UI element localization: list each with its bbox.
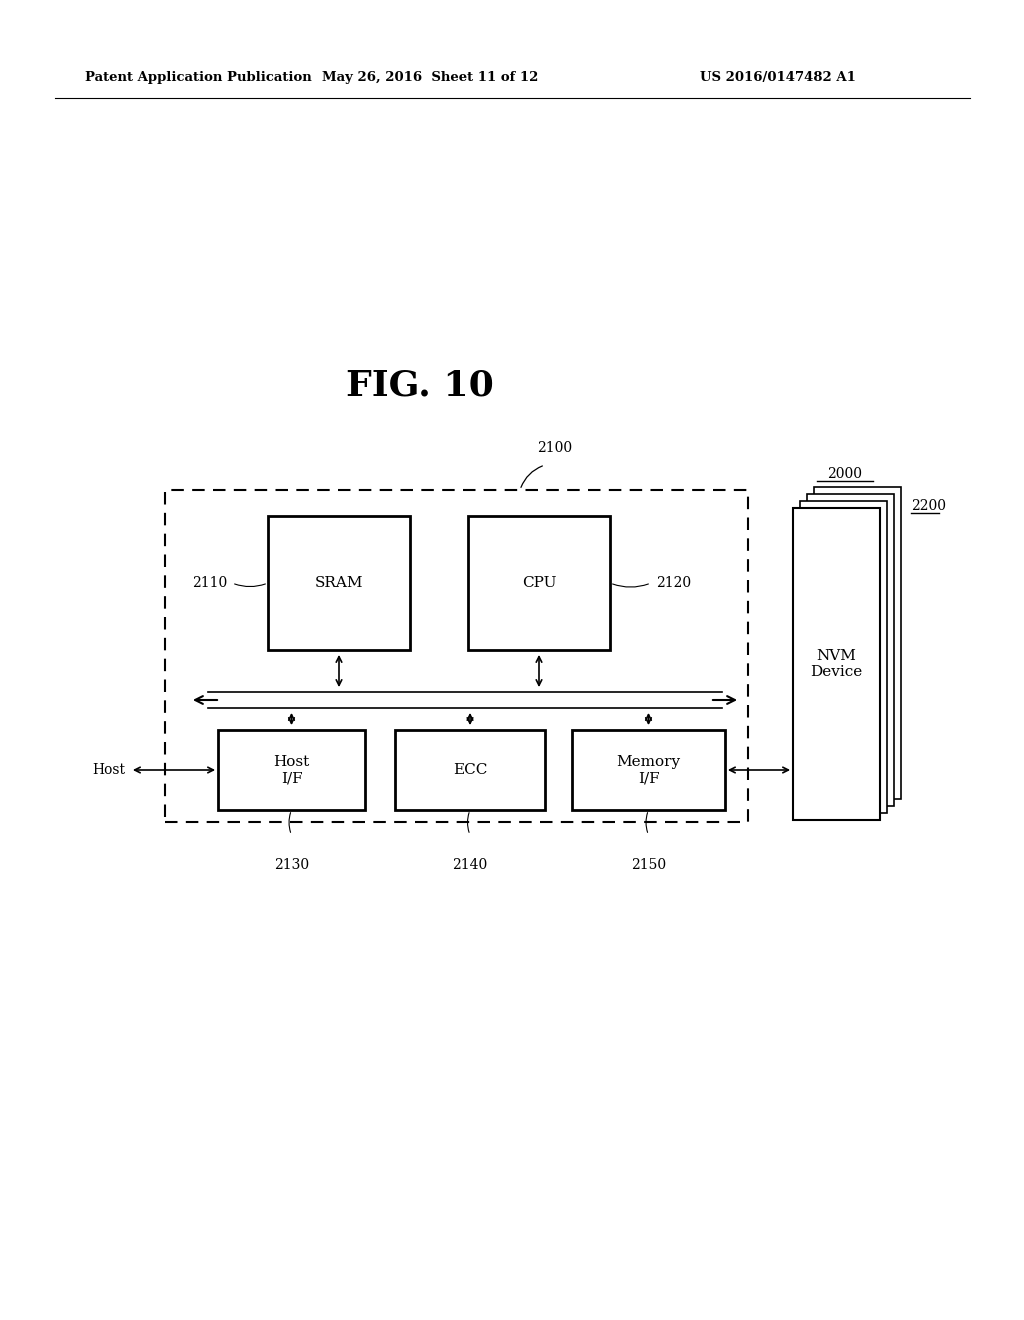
Bar	[218, 730, 365, 810]
Text: Host
I/F: Host I/F	[273, 755, 309, 785]
Bar	[395, 730, 545, 810]
Text: 2130: 2130	[274, 858, 309, 873]
Text: 2100: 2100	[538, 441, 572, 455]
Bar	[814, 487, 901, 799]
Text: NVM
Device: NVM Device	[810, 649, 862, 678]
Text: 2150: 2150	[631, 858, 666, 873]
Text: ECC: ECC	[453, 763, 487, 777]
Text: 2000: 2000	[827, 467, 862, 480]
Text: FIG. 10: FIG. 10	[346, 368, 494, 403]
Bar	[800, 502, 887, 813]
Bar	[165, 490, 748, 822]
Text: Memory
I/F: Memory I/F	[616, 755, 681, 785]
Bar	[268, 516, 410, 649]
Text: 2110: 2110	[191, 576, 227, 590]
Text: 2200: 2200	[911, 499, 946, 513]
Bar	[572, 730, 725, 810]
Text: SRAM: SRAM	[314, 576, 364, 590]
Text: CPU: CPU	[522, 576, 556, 590]
Bar	[468, 516, 610, 649]
Bar	[807, 494, 894, 807]
Text: 2140: 2140	[453, 858, 487, 873]
Bar	[793, 508, 880, 820]
Text: 2120: 2120	[656, 576, 691, 590]
Text: Host: Host	[92, 763, 125, 777]
Text: US 2016/0147482 A1: US 2016/0147482 A1	[700, 71, 856, 84]
Text: Patent Application Publication: Patent Application Publication	[85, 71, 311, 84]
Text: May 26, 2016  Sheet 11 of 12: May 26, 2016 Sheet 11 of 12	[322, 71, 539, 84]
